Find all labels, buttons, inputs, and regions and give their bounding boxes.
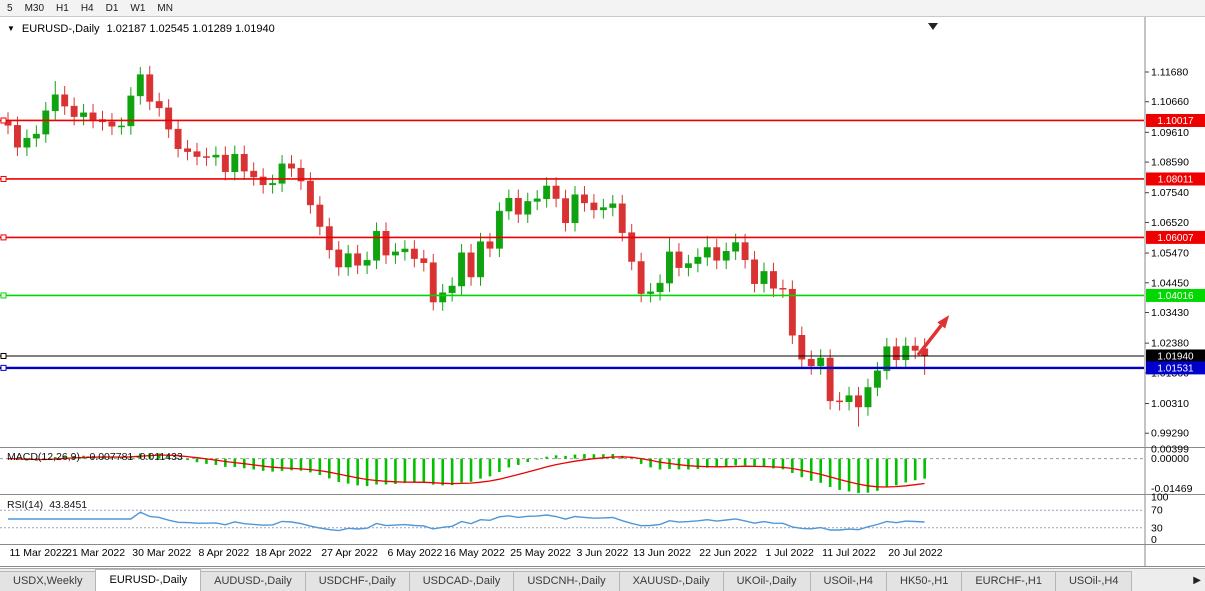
svg-text:1.08590: 1.08590 bbox=[1151, 157, 1189, 169]
price-line-label bbox=[1146, 288, 1205, 302]
svg-text:1.06520: 1.06520 bbox=[1151, 217, 1189, 229]
chart-tab[interactable]: EURCHF-,H1 bbox=[961, 571, 1056, 591]
chart-tab[interactable]: USDCHF-,Daily bbox=[304, 571, 410, 591]
svg-text:1.08011: 1.08011 bbox=[1158, 175, 1194, 186]
timeframe-button-5[interactable]: 5 bbox=[7, 2, 13, 14]
macd-indicator-label: MACD(12,26,9) -0.007781 -0.011433 bbox=[7, 451, 189, 463]
svg-text:1.02380: 1.02380 bbox=[1151, 338, 1189, 350]
price-line-label bbox=[1146, 361, 1205, 375]
chart-tab[interactable]: HK50-,H1 bbox=[886, 571, 963, 591]
hline-handle bbox=[0, 352, 7, 359]
timeframe-button-d1[interactable]: D1 bbox=[105, 2, 119, 14]
svg-text:21 Mar 2022: 21 Mar 2022 bbox=[66, 547, 125, 559]
svg-text:1.01940: 1.01940 bbox=[1157, 352, 1194, 363]
svg-text:0: 0 bbox=[1151, 534, 1157, 546]
timeframe-button-h4[interactable]: H4 bbox=[80, 2, 94, 14]
chart-frame bbox=[0, 17, 1205, 567]
timeframe-button-w1[interactable]: W1 bbox=[130, 2, 146, 14]
svg-text:13 Jun 2022: 13 Jun 2022 bbox=[633, 547, 691, 559]
chart-title: ▼ EURUSD-,Daily 1.02187 1.02545 1.01289 … bbox=[7, 23, 275, 35]
svg-text:1.01531: 1.01531 bbox=[1157, 363, 1194, 374]
timeframe-button-h1[interactable]: H1 bbox=[56, 2, 69, 14]
rsi-indicator-label: RSI(14) 43.8451 bbox=[7, 499, 93, 511]
hline-handle bbox=[0, 175, 7, 182]
hline-handle bbox=[0, 234, 7, 241]
hline-handle bbox=[0, 117, 7, 124]
svg-text:0.99290: 0.99290 bbox=[1151, 428, 1189, 440]
svg-text:20 Jul 2022: 20 Jul 2022 bbox=[888, 547, 942, 559]
svg-text:1.11680: 1.11680 bbox=[1151, 67, 1188, 79]
svg-text:0.00399: 0.00399 bbox=[1151, 444, 1189, 456]
hlines-layer: 1.10017 1.08011 1.06007 1.04016 1.019401.015… bbox=[0, 113, 1205, 375]
chart-dropdown-icon[interactable]: ▼ bbox=[7, 24, 15, 33]
svg-text:27 Apr 2022: 27 Apr 2022 bbox=[321, 547, 378, 559]
timeframe-button-mn[interactable]: MN bbox=[157, 2, 173, 14]
chart-tab[interactable]: USDX,Weekly bbox=[0, 571, 97, 591]
svg-text:6 May 2022: 6 May 2022 bbox=[387, 547, 442, 559]
macd-signal-line bbox=[7, 454, 925, 488]
svg-text:1.05470: 1.05470 bbox=[1151, 248, 1189, 260]
svg-text:1.04016: 1.04016 bbox=[1157, 291, 1194, 302]
svg-text:3 Jun 2022: 3 Jun 2022 bbox=[576, 547, 628, 559]
svg-text:16 May 2022: 16 May 2022 bbox=[444, 547, 505, 559]
hline-handle bbox=[0, 364, 7, 371]
svg-text:1 Jul 2022: 1 Jul 2022 bbox=[765, 547, 814, 559]
svg-text:70: 70 bbox=[1151, 505, 1163, 517]
svg-text:0.00000: 0.00000 bbox=[1151, 453, 1189, 465]
price-line-label bbox=[1146, 230, 1205, 244]
chart-tab[interactable]: USOil-,H4 bbox=[1054, 571, 1133, 591]
svg-text:1.04450: 1.04450 bbox=[1151, 277, 1189, 289]
price-axis: 1.11680 1.10660 1.09610 1.08590 1.07540 1.065… bbox=[1145, 67, 1189, 440]
chart-tab[interactable]: USDCAD-,Daily bbox=[408, 571, 515, 591]
price-line-label bbox=[1146, 113, 1205, 127]
svg-text:30 Mar 2022: 30 Mar 2022 bbox=[132, 547, 191, 559]
hline-handle bbox=[0, 292, 7, 299]
svg-text:1.10660: 1.10660 bbox=[1151, 96, 1189, 108]
timeframe-toolbar: 5 M30 H1 H4 D1 W1 MN bbox=[0, 0, 1205, 17]
svg-text:1.00310: 1.00310 bbox=[1151, 398, 1189, 410]
svg-text:22 Jun 2022: 22 Jun 2022 bbox=[699, 547, 757, 559]
svg-text:100: 100 bbox=[1151, 492, 1169, 504]
price-line-label bbox=[1146, 172, 1205, 186]
rsi-line bbox=[8, 511, 925, 532]
chart-tab[interactable]: USOil-,H4 bbox=[809, 571, 888, 591]
chart-shift-marker-icon bbox=[928, 23, 938, 30]
macd-name: MACD(12,26,9) bbox=[7, 451, 80, 463]
svg-text:1.09610: 1.09610 bbox=[1151, 127, 1189, 139]
rsi-value: 43.8451 bbox=[49, 499, 88, 511]
svg-text:30: 30 bbox=[1151, 522, 1163, 534]
svg-text:1.03430: 1.03430 bbox=[1151, 307, 1189, 319]
chart-tab[interactable]: EURUSD-,Daily bbox=[95, 569, 202, 591]
svg-text:1.07540: 1.07540 bbox=[1151, 187, 1189, 199]
svg-text:11 Jul 2022: 11 Jul 2022 bbox=[822, 547, 876, 559]
svg-text:1.06007: 1.06007 bbox=[1157, 233, 1194, 244]
timeframe-button-m30[interactable]: M30 bbox=[24, 2, 45, 14]
svg-text:8 Apr 2022: 8 Apr 2022 bbox=[198, 547, 249, 559]
chart-tab[interactable]: XAUUSD-,Daily bbox=[618, 571, 724, 591]
macd-values: -0.007781 -0.011433 bbox=[85, 451, 183, 463]
tab-scroll-right-button[interactable]: ▶ bbox=[1193, 575, 1201, 586]
svg-text:18 Apr 2022: 18 Apr 2022 bbox=[255, 547, 312, 559]
chart-ohlc-values: 1.02187 1.02545 1.01289 1.01940 bbox=[106, 23, 275, 35]
svg-text:-0.01469: -0.01469 bbox=[1151, 483, 1193, 495]
svg-text:11 Mar 2022: 11 Mar 2022 bbox=[9, 547, 67, 559]
svg-text:25 May 2022: 25 May 2022 bbox=[510, 547, 571, 559]
chart-tab[interactable]: UKOil-,Daily bbox=[722, 571, 811, 591]
price-line-label bbox=[1146, 349, 1205, 363]
rsi-name: RSI(14) bbox=[7, 499, 44, 511]
trend-arrow-annotation[interactable] bbox=[916, 315, 950, 357]
chart-tab[interactable]: USDCNH-,Daily bbox=[513, 571, 620, 591]
chart-symbol-period: EURUSD-,Daily bbox=[21, 23, 100, 35]
chart-tab[interactable]: AUDUSD-,Daily bbox=[200, 571, 306, 591]
svg-text:1.10017: 1.10017 bbox=[1157, 116, 1194, 127]
chart-tab-bar: ▶ USDX,Weekly EURUSD-,Daily AUDUSD-,Daily U… bbox=[0, 568, 1205, 591]
